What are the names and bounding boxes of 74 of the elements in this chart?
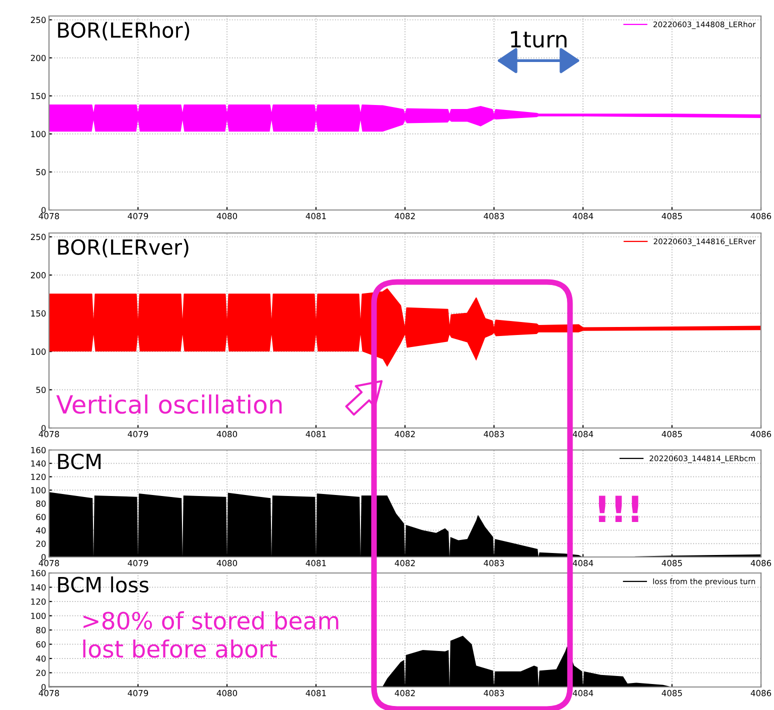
y-tick-label: 250 xyxy=(30,234,46,240)
y-tick-label: 0 xyxy=(41,554,46,560)
x-tick-label: 4082 xyxy=(394,560,415,566)
y-tick-label: 100 xyxy=(31,612,46,620)
y-tick-label: 80 xyxy=(36,500,46,507)
y-tick-label: 50 xyxy=(36,386,46,394)
y-tick-label: 160 xyxy=(31,446,46,454)
y-tick-label: 100 xyxy=(31,487,46,494)
x-tick-label: 4084 xyxy=(572,690,594,696)
x-tick-label: 4080 xyxy=(216,430,238,438)
x-tick-label: 4078 xyxy=(38,212,60,220)
x-tick-label: 4079 xyxy=(128,212,148,220)
x-tick-label: 4079 xyxy=(128,430,148,438)
x-tick-label: 4085 xyxy=(662,690,682,696)
x-tick-label: 4080 xyxy=(216,560,238,566)
y-tick-label: 20 xyxy=(36,670,46,676)
x-tick-label: 4078 xyxy=(38,560,60,566)
x-tick-label: 4078 xyxy=(38,430,60,438)
x-tick-label: 4085 xyxy=(662,430,682,438)
x-tick-label: 4085 xyxy=(662,560,682,566)
y-tick-label: 80 xyxy=(36,626,46,634)
chart-title: BCM xyxy=(58,454,101,470)
y-tick-label: 100 xyxy=(31,348,46,355)
x-tick-label: 4083 xyxy=(484,690,504,696)
x-tick-label: 4085 xyxy=(662,212,682,220)
y-tick-label: 0 xyxy=(41,206,46,214)
annotation: >80% of stored beam lost before abort xyxy=(83,611,338,658)
y-tick-label: 120 xyxy=(31,474,46,480)
x-tick-label: 4079 xyxy=(128,690,148,696)
x-tick-label: 4084 xyxy=(572,560,594,566)
x-tick-label: 4086 xyxy=(750,430,772,438)
annotation: !!! xyxy=(598,496,638,522)
y-tick-label: 50 xyxy=(36,168,46,176)
x-tick-label: 4078 xyxy=(38,690,60,696)
x-tick-label: 4081 xyxy=(306,690,326,696)
y-tick-label: 20 xyxy=(36,540,46,547)
x-tick-label: 4081 xyxy=(306,212,326,220)
y-tick-label: 120 xyxy=(31,598,46,605)
y-tick-label: 160 xyxy=(31,570,46,576)
y-tick-label: 40 xyxy=(36,655,46,662)
y-tick-label: 140 xyxy=(31,584,46,591)
y-tick-label: 200 xyxy=(30,272,46,278)
x-tick-label: 4083 xyxy=(484,560,504,566)
x-tick-label: 4086 xyxy=(750,560,772,566)
chart-title: BOR(LERhor) xyxy=(58,22,190,40)
y-tick-label: 200 xyxy=(30,54,46,62)
y-tick-label: 0 xyxy=(41,424,46,432)
annotation: Vertical oscillation xyxy=(56,394,282,414)
x-tick-label: 4086 xyxy=(750,690,772,696)
x-tick-label: 4079 xyxy=(128,560,148,566)
chart-title: BCM loss xyxy=(58,576,148,593)
chart-title: BOR(LERver) xyxy=(58,238,188,258)
y-tick-label: 150 xyxy=(31,310,46,317)
x-tick-label: 4081 xyxy=(306,430,326,438)
y-tick-label: 40 xyxy=(36,527,46,534)
x-tick-label: 4086 xyxy=(750,212,772,220)
x-tick-label: 4082 xyxy=(394,430,415,438)
x-tick-label: 4081 xyxy=(306,560,326,566)
y-tick-label: 0 xyxy=(41,684,46,690)
x-tick-label: 4083 xyxy=(484,212,504,220)
y-tick-label: 140 xyxy=(31,460,46,467)
x-tick-label: 4084 xyxy=(572,212,594,220)
x-tick-label: 4080 xyxy=(216,212,238,220)
y-tick-label: 150 xyxy=(31,92,46,100)
x-tick-label: 4082 xyxy=(394,212,415,220)
x-tick-label: 4080 xyxy=(216,690,238,696)
x-tick-label: 4082 xyxy=(394,690,415,696)
y-tick-label: 60 xyxy=(36,514,46,520)
x-tick-label: 4084 xyxy=(572,430,594,438)
y-tick-label: 100 xyxy=(31,130,46,138)
annotation: 1turn xyxy=(511,31,566,48)
y-tick-label: 250 xyxy=(30,16,46,24)
x-tick-label: 4083 xyxy=(484,430,504,438)
y-tick-label: 60 xyxy=(36,641,46,648)
